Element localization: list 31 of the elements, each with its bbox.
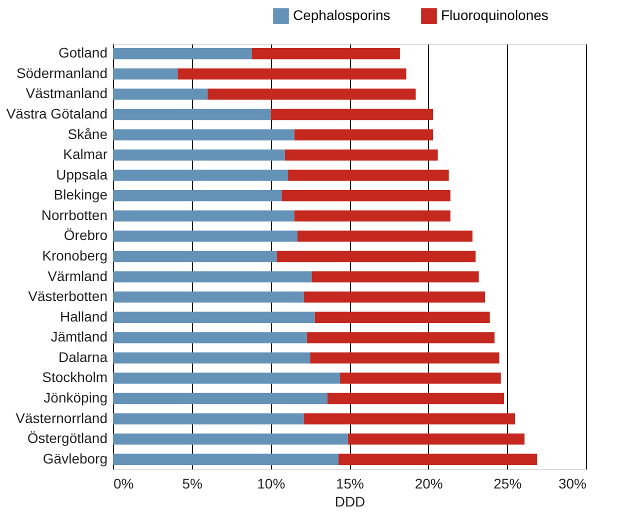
x-tick-label: 25% <box>494 476 522 492</box>
y-tick-label: Uppsala <box>56 166 108 182</box>
y-tick-label: Dalarna <box>58 348 108 365</box>
x-tick-label: 30% <box>558 476 586 492</box>
y-tick-label: Värmland <box>48 268 108 284</box>
y-tick-label: Halland <box>60 308 108 324</box>
y-tick-label: Örebro <box>64 227 108 244</box>
y-tick-label: Östergötland <box>27 430 108 446</box>
y-tick-label: Västra Götaland <box>6 105 108 122</box>
y-tick-label: Gotland <box>58 44 108 61</box>
y-tick-label: Norrbotten <box>41 206 108 223</box>
y-tick-label: Västernorrland <box>16 410 108 426</box>
x-axis-title: DDD <box>334 494 366 510</box>
x-tick-label: 15% <box>336 476 364 492</box>
y-tick-label: Jämtland <box>50 328 108 345</box>
y-tick-label: Skåne <box>68 126 108 142</box>
legend-label: Cephalosporins <box>293 7 390 24</box>
y-tick-label: Västerbotten <box>28 288 108 304</box>
x-tick-label: 10% <box>257 476 286 492</box>
x-tick-label: 0% <box>114 476 134 492</box>
y-tick-label: Stockholm <box>42 369 108 386</box>
y-tick-label: Jönköping <box>44 390 108 406</box>
y-tick-label: Södermanland <box>16 64 108 81</box>
y-tick-label: Gävleborg <box>42 450 108 466</box>
y-tick-label: Kalmar <box>63 146 108 162</box>
y-tick-label: Västmanland <box>26 85 108 102</box>
y-tick-label: Kronoberg <box>42 248 108 264</box>
x-tick-label: 20% <box>414 476 443 492</box>
x-tick-label: 5% <box>182 476 202 492</box>
y-tick-label: Blekinge <box>54 186 108 203</box>
legend-label: Fluoroquinolones <box>441 7 548 24</box>
